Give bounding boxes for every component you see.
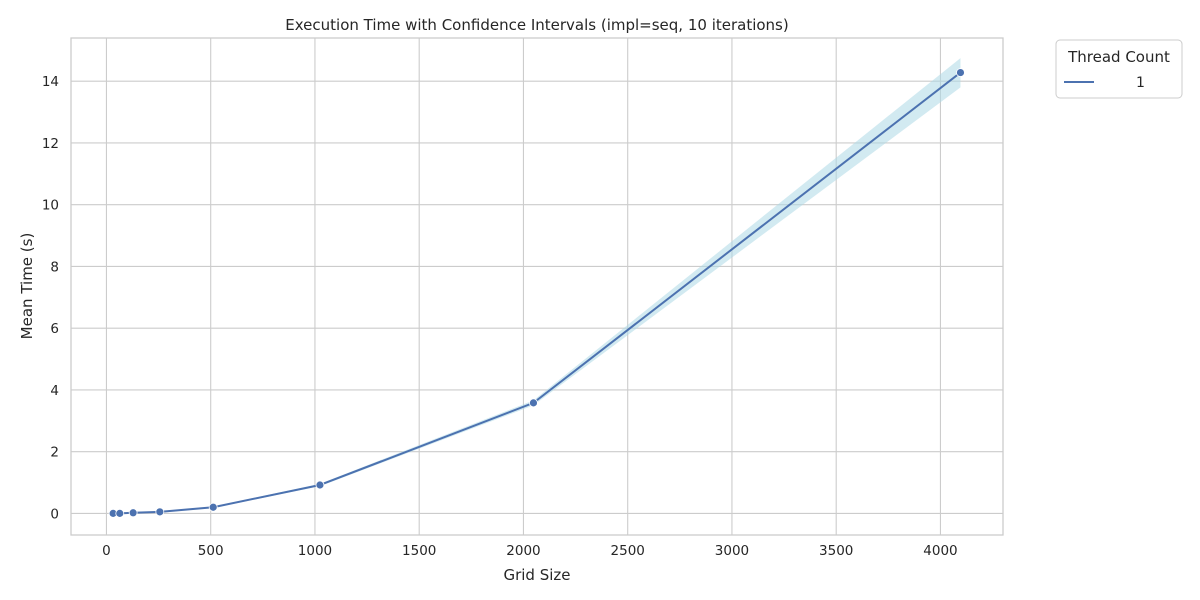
data-point: [315, 480, 325, 490]
legend-title: Thread Count: [1067, 48, 1170, 66]
x-tick-label: 3500: [819, 543, 853, 559]
x-tick-label: 2000: [506, 543, 540, 559]
x-axis-label: Grid Size: [503, 566, 570, 584]
y-tick-label: 4: [50, 383, 59, 399]
chart-title: Execution Time with Confidence Intervals…: [285, 16, 788, 34]
y-tick-labels: 0 2 4 6 8 10 12 14: [42, 74, 59, 522]
grid-lines: [71, 38, 1003, 535]
legend: Thread Count 1: [1055, 39, 1183, 99]
confidence-interval-band: [113, 58, 961, 514]
x-tick-label: 2500: [611, 543, 645, 559]
y-tick-label: 14: [42, 74, 59, 90]
x-tick-label: 1500: [402, 543, 436, 559]
data-point: [208, 502, 218, 512]
series-lines: [113, 71, 962, 515]
data-point: [115, 508, 125, 518]
legend-box: [1055, 39, 1183, 99]
y-tick-label: 8: [50, 259, 59, 275]
data-point: [956, 68, 965, 77]
data-points: [108, 68, 965, 518]
confidence-band: [113, 58, 961, 514]
x-tick-label: 0: [102, 543, 111, 559]
series-line: [113, 71, 962, 515]
plot-frame: [70, 37, 1004, 536]
y-tick-label: 10: [42, 198, 59, 214]
y-tick-label: 0: [50, 506, 59, 522]
x-tick-label: 1000: [298, 543, 332, 559]
y-tick-label: 2: [50, 445, 59, 461]
data-point: [529, 398, 538, 408]
y-axis-label: Mean Time (s): [18, 233, 36, 340]
x-tick-label: 4000: [923, 543, 957, 559]
y-tick-label: 6: [50, 321, 59, 337]
data-point: [155, 507, 165, 517]
x-tick-label: 3000: [715, 543, 749, 559]
y-tick-label: 12: [42, 136, 59, 152]
legend-entry-label: 1: [1136, 75, 1145, 91]
x-tick-label: 500: [198, 543, 224, 559]
x-tick-labels: 0 500 1000 1500 2000 2500 3000 3500 4000: [102, 543, 957, 559]
data-point: [128, 508, 138, 518]
